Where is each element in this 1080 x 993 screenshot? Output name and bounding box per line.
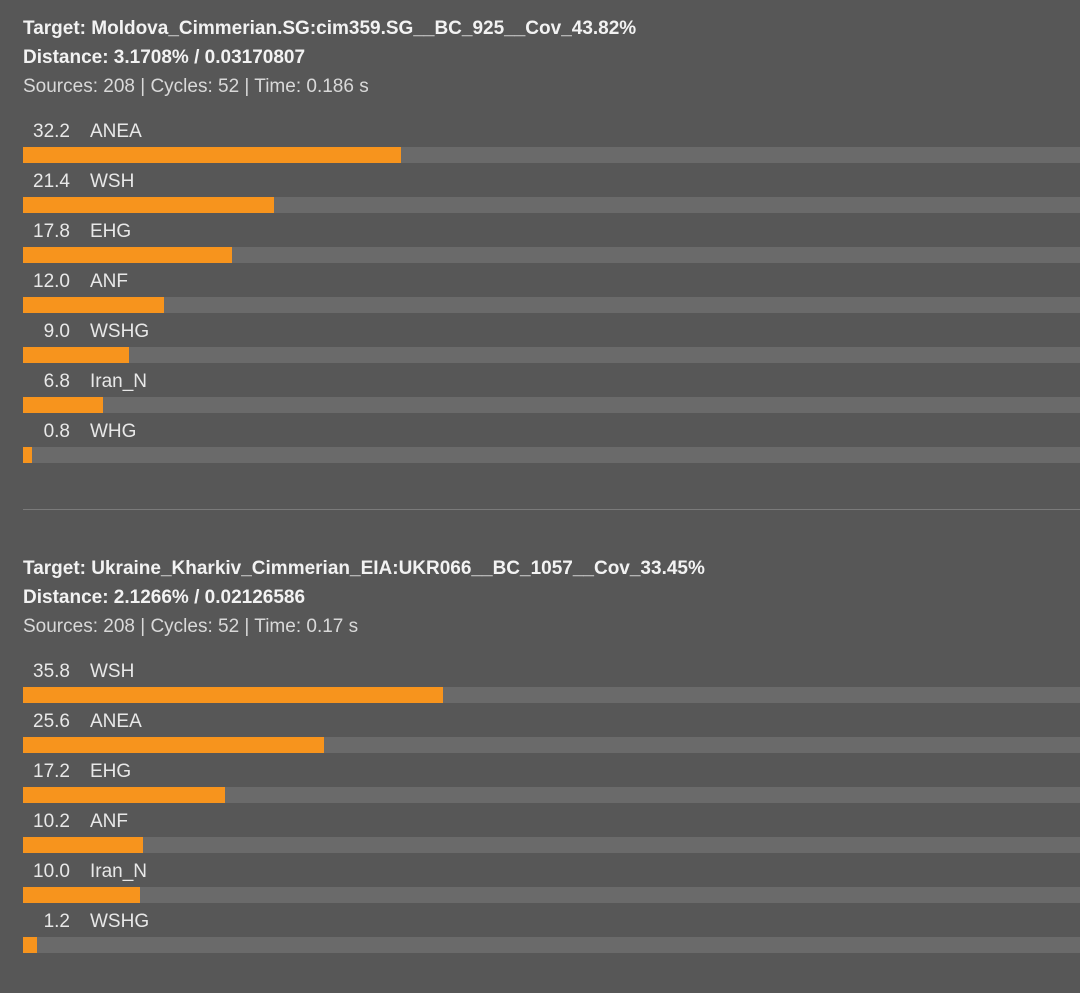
bar-fill (23, 737, 324, 753)
bar-fill (23, 837, 143, 853)
bar-fill (23, 447, 33, 463)
sources-cycles-time-line: Sources: 208 | Cycles: 52 | Time: 0.186 … (23, 76, 369, 97)
bar-track (23, 297, 1080, 313)
bar-track (23, 347, 1080, 363)
bar-value: 0.8 (43, 421, 70, 442)
bar-value: 21.4 (33, 171, 70, 192)
distance-line: Distance: 3.1708% / 0.03170807 (23, 47, 306, 68)
bar-row: 21.4 WSH (23, 167, 1080, 217)
bar-row-labels: 17.8 EHG (23, 217, 1080, 247)
target-title: Target: Moldova_Cimmerian.SG:cim359.SG__… (23, 18, 637, 39)
bar-fill (23, 687, 444, 703)
bar-row: 9.0 WSHG (23, 317, 1080, 367)
distance-line: Distance: 2.1266% / 0.02126586 (23, 587, 306, 608)
bar-value: 10.2 (33, 811, 70, 832)
bar-row: 32.2 ANEA (23, 117, 1080, 167)
bar-label: Iran_N (90, 861, 148, 882)
bar-rows: 35.8 WSH 25.6 ANEA 17.2 EHG 10.2 ANF 10.0 Ira (23, 657, 1080, 957)
bar-row-labels: 9.0 WSHG (23, 317, 1080, 347)
bar-label: WSHG (90, 321, 150, 342)
bar-value: 17.2 (33, 761, 70, 782)
bar-label: WSH (90, 171, 135, 192)
bar-row: 17.2 EHG (23, 757, 1080, 807)
bar-fill (23, 197, 275, 213)
bar-row: 10.2 ANF (23, 807, 1080, 857)
bar-row-labels: 0.8 WHG (23, 417, 1080, 447)
bar-row: 17.8 EHG (23, 217, 1080, 267)
bar-value: 9.0 (43, 321, 70, 342)
bar-label: WSH (90, 661, 135, 682)
bar-track (23, 687, 1080, 703)
bar-fill (23, 787, 225, 803)
bar-value: 35.8 (33, 661, 70, 682)
bar-row-labels: 21.4 WSH (23, 167, 1080, 197)
bar-value: 1.2 (43, 911, 70, 932)
bar-value: 6.8 (43, 371, 70, 392)
bar-track (23, 787, 1080, 803)
bar-rows: 32.2 ANEA 21.4 WSH 17.8 EHG 12.0 ANF 9.0 WSHG (23, 117, 1080, 467)
bar-row-labels: 1.2 WSHG (23, 907, 1080, 937)
bar-label: Iran_N (90, 371, 148, 392)
result-block: Target: Moldova_Cimmerian.SG:cim359.SG__… (23, 14, 1080, 467)
bar-fill (23, 397, 103, 413)
bar-value: 32.2 (33, 121, 70, 142)
bar-track (23, 247, 1080, 263)
target-title: Target: Ukraine_Kharkiv_Cimmerian_EIA:UK… (23, 558, 705, 579)
bar-row-labels: 10.2 ANF (23, 807, 1080, 837)
bar-fill (23, 347, 129, 363)
bar-fill (23, 887, 141, 903)
bar-track (23, 737, 1080, 753)
bar-fill (23, 297, 164, 313)
bar-row: 10.0 Iran_N (23, 857, 1080, 907)
bar-row-labels: 35.8 WSH (23, 657, 1080, 687)
bar-row: 6.8 Iran_N (23, 367, 1080, 417)
bar-row: 25.6 ANEA (23, 707, 1080, 757)
bar-fill (23, 247, 233, 263)
bar-label: WHG (90, 421, 137, 442)
result-block: Target: Ukraine_Kharkiv_Cimmerian_EIA:UK… (23, 554, 1080, 957)
bar-track (23, 397, 1080, 413)
bar-row-labels: 17.2 EHG (23, 757, 1080, 787)
bar-row-labels: 12.0 ANF (23, 267, 1080, 297)
bar-row-labels: 10.0 Iran_N (23, 857, 1080, 887)
bar-track (23, 197, 1080, 213)
bar-label: EHG (90, 761, 132, 782)
bar-row: 0.8 WHG (23, 417, 1080, 467)
bar-value: 12.0 (33, 271, 70, 292)
bar-track (23, 887, 1080, 903)
bar-fill (23, 147, 402, 163)
bar-label: WSHG (90, 911, 150, 932)
bar-value: 17.8 (33, 221, 70, 242)
bar-track (23, 447, 1080, 463)
bar-row-labels: 25.6 ANEA (23, 707, 1080, 737)
bar-row: 12.0 ANF (23, 267, 1080, 317)
bar-label: ANEA (90, 121, 142, 142)
bar-row-labels: 32.2 ANEA (23, 117, 1080, 147)
bar-row: 35.8 WSH (23, 657, 1080, 707)
bar-row: 1.2 WSHG (23, 907, 1080, 957)
bar-value: 10.0 (33, 861, 70, 882)
bar-track (23, 147, 1080, 163)
bar-label: ANEA (90, 711, 142, 732)
result-blocks-container: Target: Moldova_Cimmerian.SG:cim359.SG__… (23, 14, 1080, 957)
bar-fill (23, 937, 38, 953)
bar-track (23, 837, 1080, 853)
bar-label: ANF (90, 811, 128, 832)
bar-label: EHG (90, 221, 132, 242)
section-divider (23, 509, 1080, 510)
bar-track (23, 937, 1080, 953)
bar-value: 25.6 (33, 711, 70, 732)
sources-cycles-time-line: Sources: 208 | Cycles: 52 | Time: 0.17 s (23, 616, 359, 637)
bar-label: ANF (90, 271, 128, 292)
bar-row-labels: 6.8 Iran_N (23, 367, 1080, 397)
